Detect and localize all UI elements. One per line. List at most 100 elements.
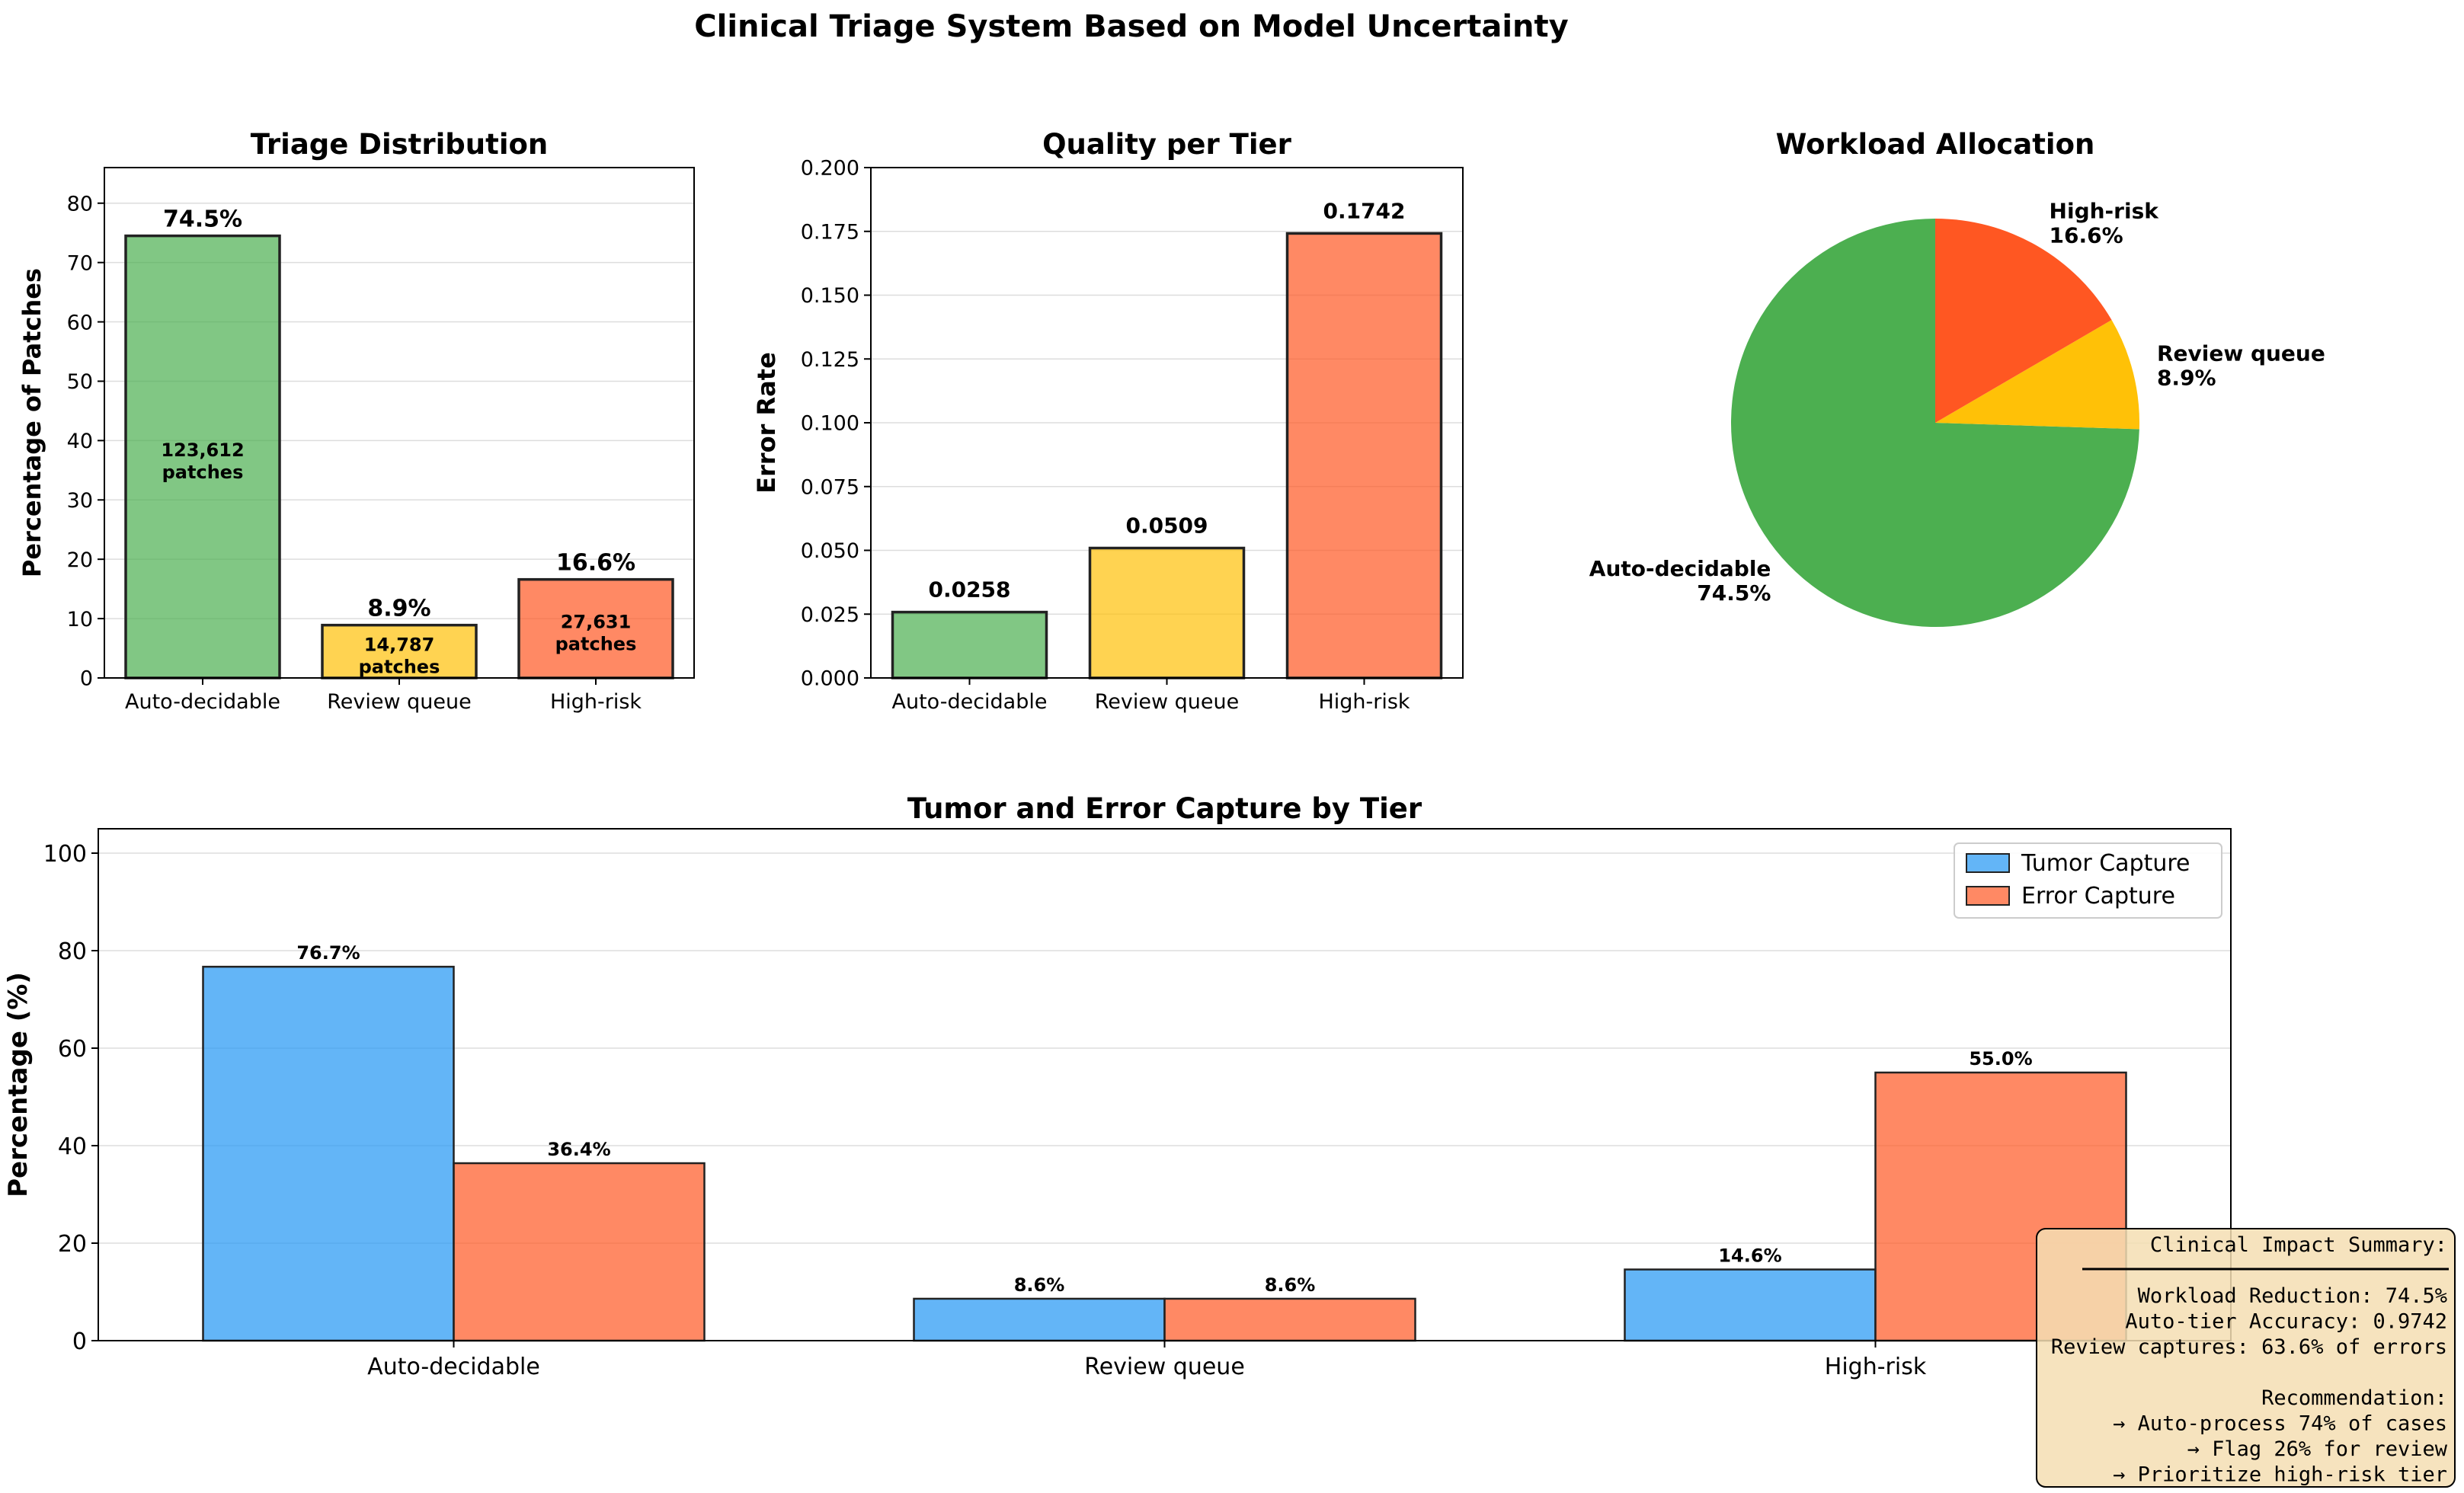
bar-value-label: 8.6% [1014, 1274, 1065, 1296]
bar-value-label: 55.0% [1969, 1048, 2032, 1069]
bar-auto-decidable [124, 234, 281, 679]
y-tick-label: 0.150 [801, 284, 859, 308]
y-tick-label: 40 [58, 1133, 87, 1160]
y-tick-label: 0.025 [801, 603, 859, 627]
bar-value-label: 74.5% [163, 206, 242, 233]
x-tick-label: Review queue [1095, 690, 1240, 714]
bar-value-label: 14.6% [1718, 1245, 1781, 1267]
y-tick-label: 0.125 [801, 348, 859, 372]
y-tick-label: 0.100 [801, 412, 859, 436]
triage-distribution-chart: 74.5%123,612patchesAuto-decidable8.9%14,… [18, 128, 695, 714]
bar-error-capture-auto-decidable [453, 1162, 706, 1342]
summary-line: Clinical Impact Summary: [2150, 1233, 2447, 1257]
bar-error-capture-review-queue [1163, 1297, 1416, 1342]
bar-value-label: 36.4% [547, 1139, 610, 1160]
y-axis-label: Percentage (%) [3, 972, 34, 1197]
legend-box [1954, 842, 2222, 919]
bar-value-label: 0.1742 [1323, 198, 1405, 223]
chart-title: Quality per Tier [1042, 128, 1292, 161]
summary-line: → Prioritize high-risk tier [2113, 1463, 2447, 1487]
y-tick-label: 0 [80, 667, 93, 691]
axes-frame [98, 828, 2232, 1341]
x-tick-label: Auto-decidable [892, 690, 1048, 714]
bar-high-risk [517, 577, 674, 679]
bar-value-label: 76.7% [296, 942, 360, 964]
legend-label: Tumor Capture [2021, 850, 2190, 877]
chart-title: Workload Allocation [1776, 128, 2095, 161]
axes-frame [104, 167, 695, 679]
legend-swatch [1966, 886, 2010, 906]
pie-slice-high-risk [1935, 219, 2112, 423]
x-tick-label: Review queue [327, 690, 472, 714]
bar-value-label: 8.6% [1265, 1274, 1316, 1296]
figure-title: Clinical Triage System Based on Model Un… [694, 9, 1568, 44]
y-tick-label: 50 [67, 370, 93, 394]
x-tick-label: Review queue [1084, 1354, 1245, 1380]
bar-tumor-capture-review-queue [913, 1297, 1166, 1342]
y-tick-label: 60 [58, 1036, 87, 1063]
legend: Tumor Capture Error Capture [1954, 842, 2222, 919]
bar-count-label: 27,631 [561, 611, 632, 632]
x-tick-label: High-risk [1318, 690, 1410, 714]
bar-review-queue [321, 623, 478, 679]
bar-value-label: 0.0258 [928, 577, 1010, 603]
legend-label: Error Capture [2021, 883, 2175, 910]
y-tick-label: 80 [58, 938, 87, 965]
bar-count-unit: patches [359, 656, 440, 677]
pie-pct-label: 74.5% [1697, 580, 1771, 606]
y-tick-label: 20 [67, 548, 93, 572]
y-tick-label: 0.200 [801, 157, 859, 181]
summary-line: → Flag 26% for review [2187, 1437, 2448, 1461]
bar-tumor-capture-auto-decidable [202, 965, 455, 1342]
pie-label: Auto-decidable [1589, 556, 1771, 581]
y-tick-label: 60 [67, 311, 93, 334]
y-tick-label: 40 [67, 430, 93, 453]
bar-count-label: 14,787 [364, 634, 435, 655]
summary-line: Auto-tier Accuracy: 0.9742 [2125, 1310, 2447, 1334]
pie-label: Review queue [2157, 340, 2325, 366]
bar-auto-decidable [891, 610, 1048, 679]
summary-box-frame [2036, 1228, 2456, 1488]
bar-value-label: 0.0509 [1125, 513, 1208, 538]
y-tick-label: 10 [67, 608, 93, 631]
y-axis-label: Error Rate [752, 352, 781, 494]
x-tick-label: Auto-decidable [125, 690, 280, 714]
y-tick-label: 0.075 [801, 475, 859, 499]
pie-slice-auto-decidable [1730, 219, 2139, 628]
x-tick-label: High-risk [1825, 1354, 1927, 1380]
summary-line: Recommendation: [2261, 1386, 2447, 1410]
pie-pct-label: 16.6% [2050, 223, 2123, 248]
bar-tumor-capture-high-risk [1624, 1268, 1877, 1342]
y-tick-label: 0.050 [801, 539, 859, 563]
bar-value-label: 16.6% [556, 550, 635, 577]
y-tick-label: 70 [67, 251, 93, 275]
y-axis-label: Percentage of Patches [18, 268, 46, 577]
pie-label: High-risk [2050, 199, 2160, 224]
summary-line: Review captures: 63.6% of errors [2051, 1335, 2447, 1359]
y-tick-label: 0 [72, 1328, 87, 1355]
bar-count-label: 123,612 [161, 440, 244, 461]
chart-title: Triage Distribution [251, 128, 549, 161]
y-tick-label: 0.175 [801, 220, 859, 244]
summary-line: Workload Reduction: 74.5% [2138, 1284, 2447, 1308]
tumor-error-capture-chart: 76.7% 36.4% Auto-decidable 8.6% 8.6% Review q… [3, 792, 2232, 1380]
chart-title: Tumor and Error Capture by Tier [907, 792, 1422, 825]
x-tick-label: Auto-decidable [367, 1354, 540, 1380]
bar-high-risk [1285, 232, 1443, 679]
bar-value-label: 8.9% [367, 596, 430, 622]
bar-count-unit: patches [162, 462, 244, 483]
y-tick-label: 30 [67, 489, 93, 513]
x-tick-label: High-risk [550, 690, 642, 714]
pie-slice-review-queue [1935, 320, 2139, 430]
y-tick-label: 100 [43, 841, 87, 868]
y-tick-label: 80 [67, 192, 93, 216]
y-tick-label: 20 [58, 1231, 87, 1258]
y-tick-label: 0.000 [801, 667, 859, 691]
quality-per-tier-chart: 0.0258 Auto-decidable 0.0509 Review queue 0.… [752, 128, 1464, 714]
bar-count-unit: patches [555, 633, 637, 654]
clinical-impact-summary-box: Clinical Impact Summary: Workload Reducti… [2036, 1228, 2456, 1488]
legend-swatch [1966, 853, 2010, 873]
pie-pct-label: 8.9% [2157, 365, 2216, 390]
